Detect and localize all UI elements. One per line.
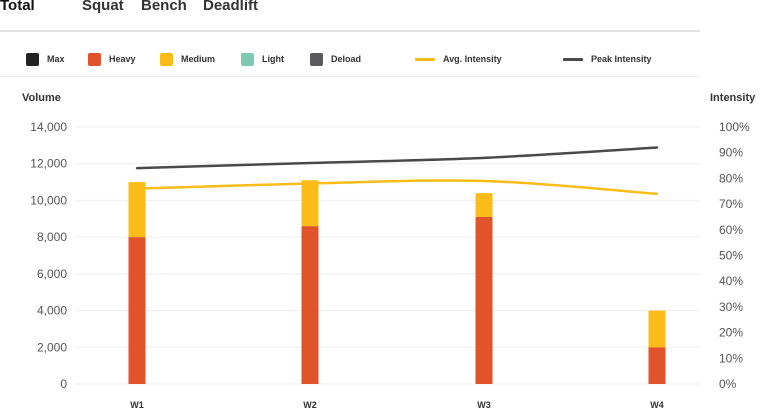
legend-label-max: Max	[47, 54, 65, 64]
y-right-tick-label: 70%	[719, 197, 743, 211]
tab-deadlift[interactable]: Deadlift	[203, 0, 259, 14]
legend-label-light: Light	[262, 54, 284, 64]
bar-heavy-w4	[648, 347, 666, 384]
y-right-tick-label: 40%	[719, 274, 743, 288]
legend-item-medium[interactable]: Medium	[160, 52, 215, 66]
legend-label-deload: Deload	[331, 54, 362, 64]
legend-item-peak-intensity[interactable]: Peak Intensity	[563, 52, 652, 66]
y-right-tick-label: 20%	[719, 326, 743, 340]
y-right-tick-label: 0%	[719, 377, 737, 391]
legend-label-avg-intensity: Avg. Intensity	[443, 54, 502, 64]
bar-medium-w4	[648, 310, 666, 348]
bar-medium-w1	[128, 182, 146, 238]
x-tick-label: W1	[130, 400, 144, 409]
x-tick-label: W3	[477, 400, 491, 409]
bar-heavy-w3	[475, 216, 493, 384]
y-right-tick-label: 30%	[719, 300, 743, 314]
legend-label-medium: Medium	[181, 54, 216, 64]
y-right-tick-label: 90%	[719, 146, 743, 160]
legend-item-deload[interactable]: Deload	[310, 52, 361, 66]
y-tick-label: 0	[60, 377, 67, 391]
y-tick-label: 10,000	[30, 193, 67, 207]
bar-medium-w2	[301, 180, 319, 227]
y-tick-label: 12,000	[30, 157, 67, 171]
y-right-tick-label: 60%	[719, 223, 743, 237]
legend-line-avg-intensity	[415, 57, 435, 61]
y-axis-title-right: Intensity	[710, 92, 756, 104]
legend-swatch-light	[241, 52, 254, 66]
bar-heavy-w1	[128, 237, 146, 384]
line-peak-intensity	[135, 146, 659, 170]
tab-total[interactable]: Total	[0, 0, 35, 14]
bar-medium-w3	[475, 193, 493, 217]
legend-label-heavy: Heavy	[109, 54, 136, 64]
y-right-tick-label: 10%	[719, 351, 743, 365]
y-tick-label: 2,000	[37, 340, 67, 354]
exercise-tabs: Total Squat Bench Deadlift	[0, 0, 700, 32]
line-avg-intensity	[135, 179, 659, 196]
tab-squat[interactable]: Squat	[82, 0, 124, 14]
legend-swatch-max	[26, 52, 39, 66]
y-right-tick-label: 100%	[719, 120, 750, 134]
y-tick-label: 8,000	[37, 230, 67, 244]
bar-heavy-w2	[301, 226, 319, 384]
x-tick-label: W4	[650, 400, 664, 409]
y-right-tick-label: 80%	[719, 171, 743, 185]
tab-bench[interactable]: Bench	[141, 0, 187, 14]
legend-swatch-medium	[160, 52, 173, 66]
y-axis-title-left: Volume	[22, 92, 61, 104]
y-tick-label: 6,000	[37, 267, 67, 281]
legend-item-avg-intensity[interactable]: Avg. Intensity	[415, 52, 502, 66]
legend-item-heavy[interactable]: Heavy	[88, 52, 136, 66]
y-tick-label: 4,000	[37, 304, 67, 318]
legend-swatch-heavy	[88, 52, 101, 66]
chart-legend: Max Heavy Medium Light Deload Avg. Inten…	[0, 40, 700, 77]
legend-swatch-deload	[310, 52, 323, 66]
y-tick-label: 14,000	[30, 120, 67, 134]
legend-item-max[interactable]: Max	[26, 52, 65, 66]
legend-line-peak-intensity	[563, 57, 583, 61]
legend-label-peak-intensity: Peak Intensity	[591, 54, 652, 64]
legend-item-light[interactable]: Light	[241, 52, 284, 66]
y-right-tick-label: 50%	[719, 249, 743, 263]
x-tick-label: W2	[303, 400, 317, 409]
